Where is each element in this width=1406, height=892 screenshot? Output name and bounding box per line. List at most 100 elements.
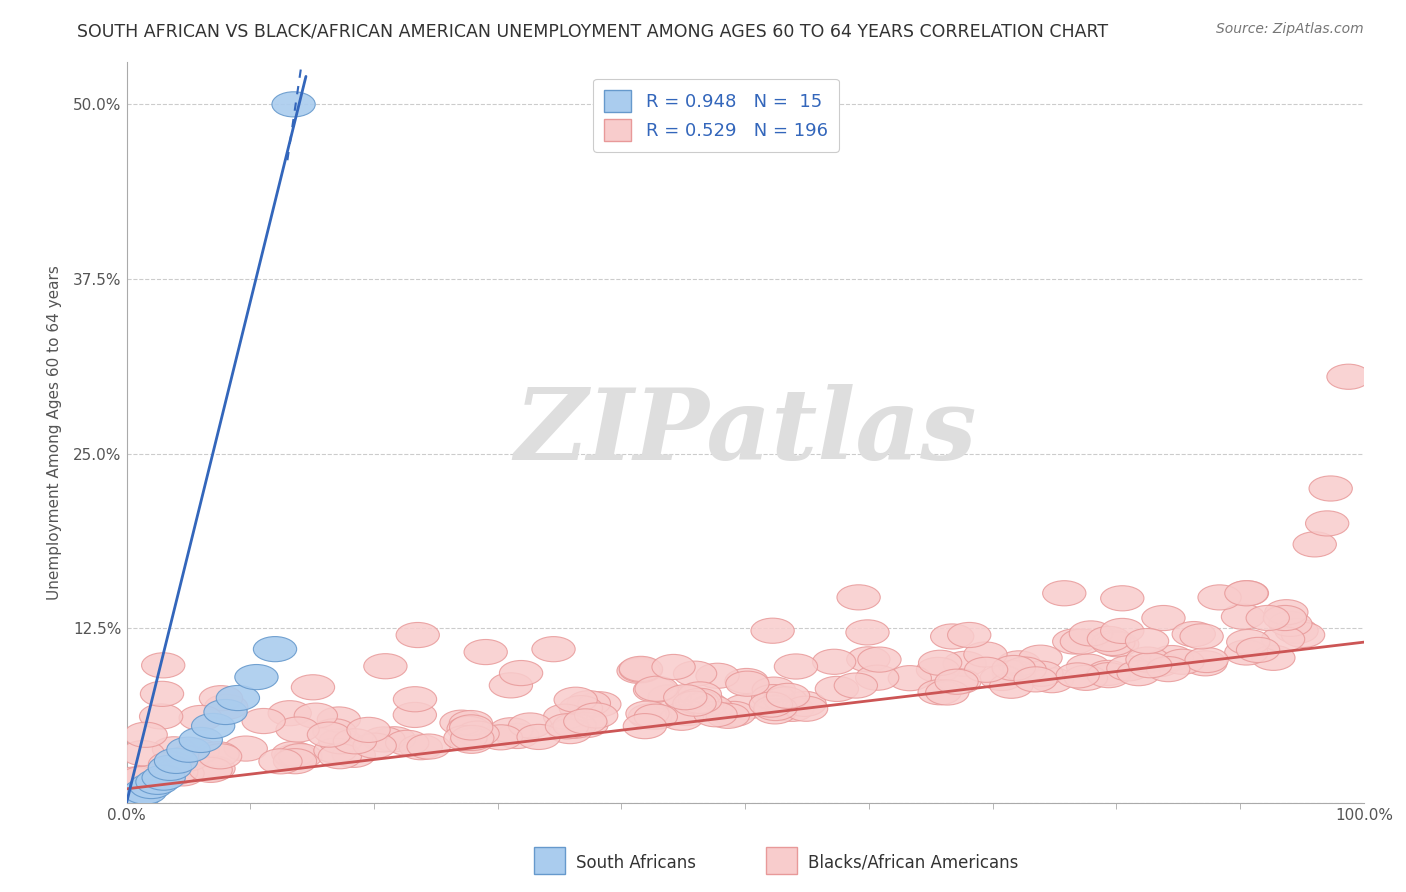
Ellipse shape bbox=[361, 727, 405, 752]
Ellipse shape bbox=[152, 737, 195, 762]
Ellipse shape bbox=[1185, 648, 1229, 673]
Ellipse shape bbox=[770, 697, 814, 722]
Ellipse shape bbox=[938, 669, 981, 694]
Ellipse shape bbox=[1091, 631, 1135, 656]
Ellipse shape bbox=[1126, 647, 1170, 673]
Ellipse shape bbox=[489, 673, 533, 698]
Ellipse shape bbox=[509, 713, 551, 738]
Ellipse shape bbox=[554, 687, 598, 713]
Ellipse shape bbox=[678, 689, 721, 714]
Text: SOUTH AFRICAN VS BLACK/AFRICAN AMERICAN UNEMPLOYMENT AMONG AGES 60 TO 64 YEARS C: SOUTH AFRICAN VS BLACK/AFRICAN AMERICAN … bbox=[77, 22, 1108, 40]
Ellipse shape bbox=[294, 703, 337, 728]
Ellipse shape bbox=[948, 623, 991, 648]
Ellipse shape bbox=[696, 664, 740, 689]
Ellipse shape bbox=[754, 696, 797, 721]
Ellipse shape bbox=[517, 724, 560, 749]
Ellipse shape bbox=[124, 779, 167, 805]
Ellipse shape bbox=[291, 674, 335, 700]
Ellipse shape bbox=[673, 661, 717, 686]
Ellipse shape bbox=[725, 671, 769, 697]
Ellipse shape bbox=[918, 650, 962, 675]
Ellipse shape bbox=[120, 766, 163, 791]
Ellipse shape bbox=[394, 702, 436, 728]
Ellipse shape bbox=[931, 624, 974, 649]
Ellipse shape bbox=[1069, 621, 1112, 646]
Ellipse shape bbox=[198, 744, 242, 769]
Ellipse shape bbox=[1125, 629, 1168, 654]
Ellipse shape bbox=[333, 729, 377, 754]
Ellipse shape bbox=[129, 773, 173, 798]
Ellipse shape bbox=[623, 714, 666, 739]
Ellipse shape bbox=[1225, 581, 1268, 606]
Ellipse shape bbox=[1198, 585, 1241, 610]
Ellipse shape bbox=[142, 653, 184, 678]
Ellipse shape bbox=[141, 681, 184, 706]
Ellipse shape bbox=[1184, 651, 1227, 676]
Ellipse shape bbox=[308, 722, 350, 747]
Ellipse shape bbox=[124, 723, 167, 747]
Ellipse shape bbox=[1173, 622, 1215, 647]
Ellipse shape bbox=[935, 669, 979, 694]
Ellipse shape bbox=[628, 704, 672, 729]
Ellipse shape bbox=[1060, 629, 1104, 654]
Ellipse shape bbox=[1246, 606, 1289, 631]
Ellipse shape bbox=[1056, 663, 1099, 688]
Ellipse shape bbox=[1066, 654, 1109, 679]
Ellipse shape bbox=[725, 668, 768, 694]
Ellipse shape bbox=[1031, 667, 1074, 693]
Text: South Africans: South Africans bbox=[576, 854, 696, 871]
Ellipse shape bbox=[1294, 532, 1336, 557]
Ellipse shape bbox=[1064, 665, 1108, 690]
Ellipse shape bbox=[723, 694, 766, 720]
Ellipse shape bbox=[271, 741, 315, 766]
Ellipse shape bbox=[1043, 581, 1085, 606]
Ellipse shape bbox=[155, 759, 198, 785]
Ellipse shape bbox=[479, 725, 523, 750]
Ellipse shape bbox=[179, 727, 222, 753]
Ellipse shape bbox=[993, 656, 1035, 681]
Ellipse shape bbox=[142, 765, 186, 790]
Ellipse shape bbox=[619, 657, 662, 681]
Ellipse shape bbox=[1087, 660, 1130, 685]
Ellipse shape bbox=[319, 729, 361, 754]
Ellipse shape bbox=[1222, 604, 1264, 629]
Ellipse shape bbox=[149, 752, 191, 777]
Ellipse shape bbox=[188, 757, 232, 782]
Ellipse shape bbox=[273, 748, 316, 773]
Ellipse shape bbox=[136, 769, 179, 795]
Ellipse shape bbox=[1306, 511, 1348, 536]
Ellipse shape bbox=[564, 709, 607, 734]
Ellipse shape bbox=[1225, 581, 1268, 606]
Ellipse shape bbox=[1161, 649, 1204, 674]
Ellipse shape bbox=[176, 739, 219, 764]
Ellipse shape bbox=[626, 701, 669, 726]
Ellipse shape bbox=[1226, 630, 1270, 655]
Ellipse shape bbox=[451, 725, 494, 750]
Ellipse shape bbox=[834, 673, 877, 698]
Ellipse shape bbox=[666, 700, 709, 726]
Ellipse shape bbox=[253, 637, 297, 662]
Ellipse shape bbox=[752, 684, 794, 710]
Ellipse shape bbox=[318, 706, 360, 732]
Ellipse shape bbox=[1275, 618, 1319, 643]
Ellipse shape bbox=[1019, 661, 1063, 686]
Ellipse shape bbox=[713, 701, 755, 726]
Ellipse shape bbox=[195, 741, 239, 767]
Ellipse shape bbox=[112, 767, 156, 792]
Ellipse shape bbox=[399, 735, 443, 760]
Ellipse shape bbox=[117, 783, 160, 808]
Ellipse shape bbox=[575, 703, 617, 728]
Ellipse shape bbox=[155, 748, 198, 773]
Ellipse shape bbox=[259, 748, 302, 774]
Text: ZIPatlas: ZIPatlas bbox=[515, 384, 976, 481]
Ellipse shape bbox=[242, 708, 285, 733]
Ellipse shape bbox=[993, 660, 1035, 685]
Ellipse shape bbox=[278, 744, 322, 769]
Ellipse shape bbox=[204, 699, 247, 724]
Ellipse shape bbox=[990, 673, 1033, 698]
Ellipse shape bbox=[224, 736, 267, 761]
Ellipse shape bbox=[314, 719, 356, 744]
Ellipse shape bbox=[1264, 606, 1306, 631]
Ellipse shape bbox=[578, 691, 621, 717]
Ellipse shape bbox=[271, 92, 315, 117]
